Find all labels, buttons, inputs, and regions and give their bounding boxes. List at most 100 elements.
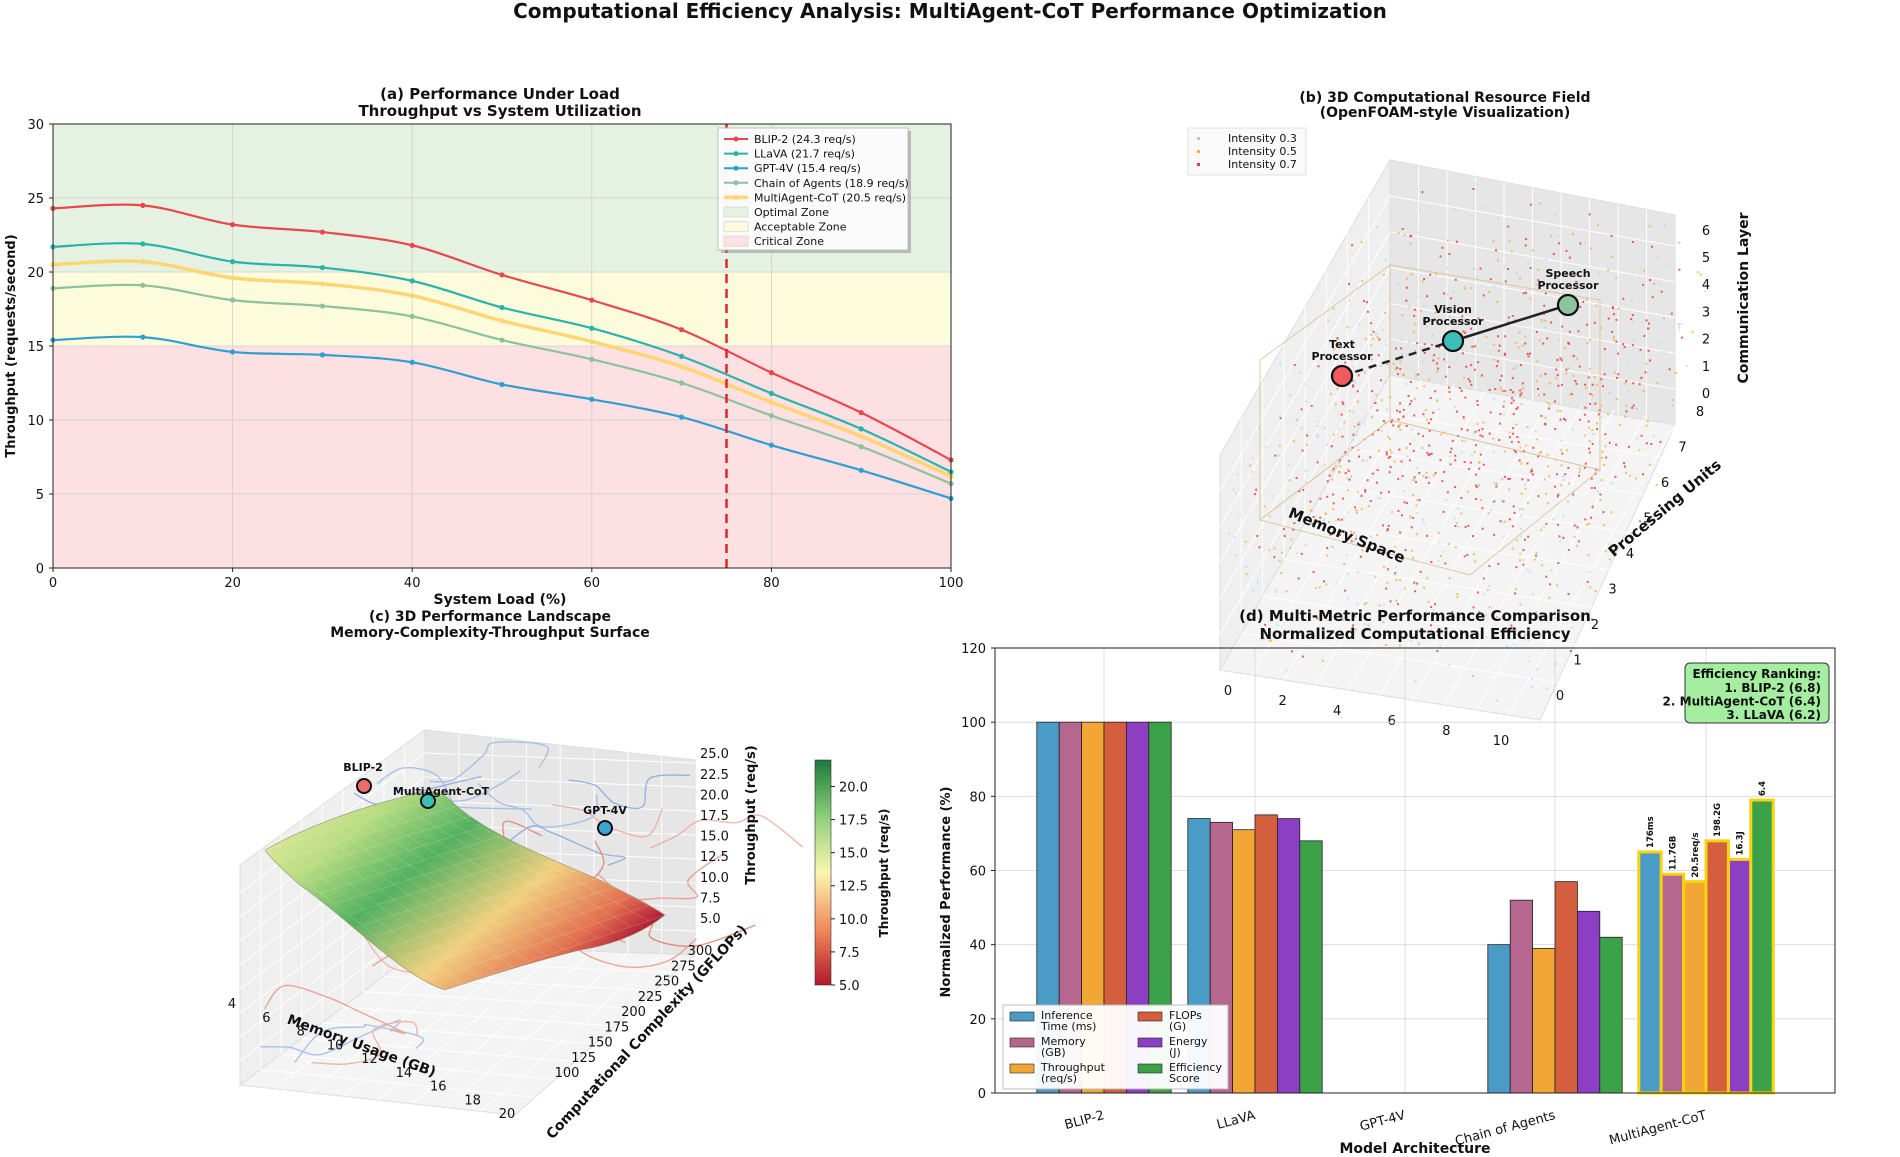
panel-b-field-point: [1396, 603, 1399, 606]
panel-b-field-point: [1464, 525, 1467, 528]
panel-b-field-point: [1346, 454, 1349, 457]
panel-b-region-boxes: [1258, 264, 1602, 576]
panel-b-field-point: [1553, 400, 1556, 403]
panel-b-field-point: [1453, 208, 1456, 211]
panel-b-field-point: [1268, 640, 1271, 643]
panel-b-field-point: [1648, 225, 1651, 228]
panel-b-field-point: [1274, 454, 1277, 457]
panel-b-field-point: [1668, 368, 1671, 371]
panel-b-field-point: [1341, 401, 1344, 404]
panel-b-field-point: [1650, 443, 1653, 446]
panel-b-field-point: [1583, 434, 1586, 437]
panel-b-field-point: [1503, 413, 1506, 416]
panel-b-field-point: [1503, 353, 1506, 356]
panel-c-colorbar-label: Throughput (req/s): [877, 809, 891, 938]
panel-b-field-point: [1634, 477, 1637, 480]
panel-c-colorbar-tick-label: 10.0: [839, 913, 868, 928]
panel-d-legend-label: (GB): [1041, 1046, 1066, 1059]
panel-b-field-point: [1336, 337, 1339, 340]
panel-b-field-point: [1331, 545, 1334, 548]
panel-b-field-point: [1602, 464, 1605, 467]
panel-b-field-point: [1304, 470, 1307, 473]
panel-b-node-label: Processor: [1422, 315, 1484, 328]
panel-b-field-point: [1632, 382, 1635, 385]
panel-c-colorbar-tick-label: 15.0: [839, 847, 868, 862]
panel-b-field-point: [1343, 421, 1346, 424]
panel-b-field-point: [1540, 374, 1543, 377]
panel-a-series-point: [319, 352, 325, 358]
panel-b-field-point: [1387, 524, 1390, 527]
panel-b-field-point: [1482, 294, 1485, 297]
panel-b-field-point: [1367, 505, 1370, 508]
panel-b-field-point: [1427, 422, 1430, 425]
panel-b-field-point: [1476, 403, 1479, 406]
panel-b-field-point: [1560, 464, 1563, 467]
panel-b-field-point: [1495, 365, 1498, 368]
panel-b-field-point: [1418, 499, 1421, 502]
panel-c-mesh-line: [444, 914, 666, 991]
panel-b-field-point: [1514, 588, 1517, 591]
panel-b-field-point: [1249, 464, 1252, 467]
panel-d-legend-swatch: [1137, 1063, 1163, 1074]
panel-b-field-point: [1538, 452, 1541, 455]
panel-b-field-point: [1297, 577, 1300, 580]
panel-a-legend-zone-label: Acceptable Zone: [754, 221, 847, 234]
panel-b-field-point: [1462, 416, 1465, 419]
panel-b-field-point: [1510, 624, 1513, 627]
panel-b-field-point: [1438, 346, 1441, 349]
panel-b-field-point: [1508, 436, 1511, 439]
panel-b-field-point: [1423, 343, 1426, 346]
panel-b-field-point: [1511, 432, 1514, 435]
panel-b-field-point: [1437, 559, 1440, 562]
panel-b-field-point: [1461, 352, 1464, 355]
panel-c-ztick-label: 12.5: [700, 850, 729, 865]
panel-b-field-point: [1631, 406, 1634, 409]
panel-b-field-point: [1401, 227, 1404, 230]
panel-b-field-point: [1348, 283, 1351, 286]
panel-a-series-point: [140, 202, 146, 208]
panel-b-field-point: [1448, 252, 1451, 255]
panel-b-field-point: [1304, 543, 1307, 546]
panel-b-field-point: [1305, 400, 1308, 403]
panel-b-xtick-label: 4: [1333, 704, 1341, 719]
panel-b-field-point: [1380, 429, 1383, 432]
panel-b-field-point: [1526, 502, 1529, 505]
panel-b-field-point: [1399, 428, 1402, 431]
panel-b-field-point: [1355, 511, 1358, 514]
panel-b-field-point: [1522, 563, 1525, 566]
panel-b-field-point: [1521, 344, 1524, 347]
panel-b-field-point: [1627, 389, 1630, 392]
panel-b-field-point: [1512, 367, 1515, 370]
panel-b-ztick-label: 5: [1702, 251, 1710, 266]
panel-b-field-point: [1472, 606, 1475, 609]
panel-b-field-point: [1350, 540, 1353, 543]
panel-b-field-point: [1345, 553, 1348, 556]
panel-b-field-point: [1512, 399, 1515, 402]
panel-b-field-point: [1366, 479, 1369, 482]
panel-a-legend-label: BLIP-2 (24.3 req/s): [754, 133, 856, 146]
panel-b-field-point: [1589, 247, 1592, 250]
panel-b-field-point: [1376, 469, 1379, 472]
panel-b-field-point: [1665, 263, 1668, 266]
panel-b-field-point: [1531, 677, 1534, 680]
panel-b-field-point: [1594, 590, 1597, 593]
panel-b-field-point: [1351, 379, 1354, 382]
panel-b-field-point: [1446, 491, 1449, 494]
panel-b-field-point: [1625, 404, 1628, 407]
panel-b-field-point: [1558, 242, 1561, 245]
panel-b-field-point: [1625, 471, 1628, 474]
panel-b-field-point: [1663, 317, 1666, 320]
panel-b-field-point: [1596, 224, 1599, 227]
panel-b-field-point: [1560, 439, 1563, 442]
panel-b-node-label: Speech: [1545, 267, 1590, 280]
panel-b-field-point: [1470, 287, 1473, 290]
panel-b-field-point: [1295, 418, 1298, 421]
panel-d-ranking-line: 2. MultiAgent-CoT (6.4): [1663, 695, 1821, 709]
panel-b-field-point: [1395, 347, 1398, 350]
panel-a-series-point: [230, 259, 236, 265]
panel-b-field-point: [1575, 280, 1578, 283]
panel-a-legend-swatch: [723, 235, 749, 247]
panel-d-title: (d) Multi-Metric Performance Comparison: [1239, 607, 1591, 625]
panel-d-legend-label: Memory: [1041, 1035, 1086, 1048]
panel-b-field-point: [1645, 442, 1648, 445]
